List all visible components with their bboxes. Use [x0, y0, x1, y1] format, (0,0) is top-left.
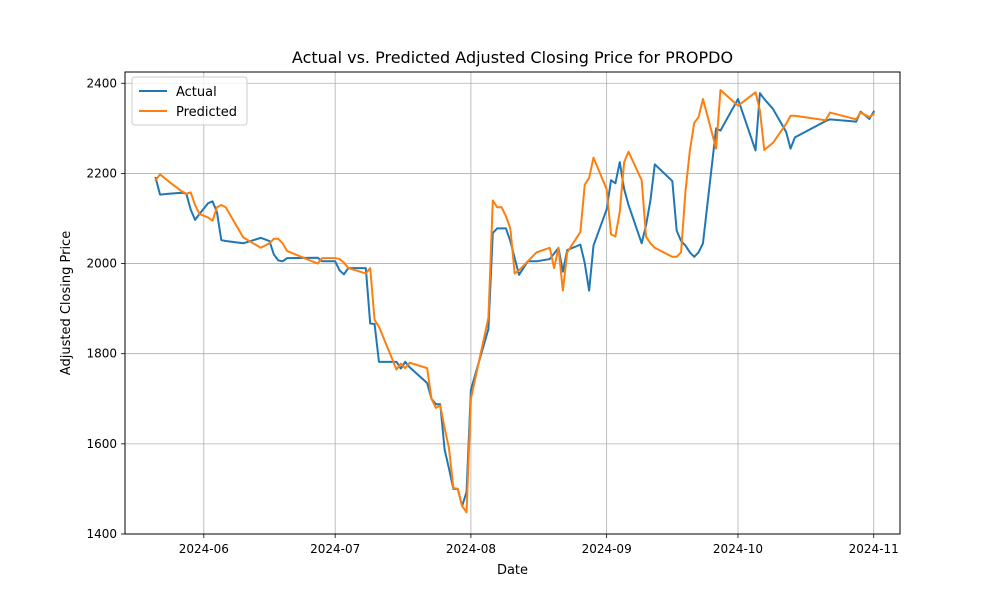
series-lines	[154, 89, 876, 514]
plot-area-frame	[124, 71, 901, 535]
legend-box	[131, 76, 248, 126]
y-tick-label: 2400	[86, 76, 117, 90]
legend-label-actual: Actual	[176, 85, 217, 100]
y-tick-label: 1800	[86, 347, 117, 361]
series-line-predicted	[154, 89, 876, 514]
x-axis-label: Date	[497, 563, 528, 578]
y-axis-ticks: 1400 1600 1800 2000 2200 2400	[86, 76, 125, 541]
x-tick-label: 2024-09	[582, 542, 632, 556]
y-tick-label: 1400	[86, 527, 117, 541]
x-tick-label: 2024-10	[713, 542, 763, 556]
grid-lines	[125, 72, 900, 535]
x-tick-label: 2024-06	[179, 542, 229, 556]
y-axis-label: Adjusted Closing Price	[59, 231, 74, 375]
legend-label-predicted: Predicted	[176, 105, 237, 120]
x-tick-label: 2024-11	[849, 542, 899, 556]
x-tick-label: 2024-07	[310, 542, 360, 556]
legend: Actual Predicted	[131, 76, 248, 126]
y-tick-label: 2000	[86, 257, 117, 271]
chart-title: Actual vs. Predicted Adjusted Closing Pr…	[292, 48, 733, 67]
x-tick-label: 2024-08	[446, 542, 496, 556]
x-axis-ticks: 2024-06 2024-07 2024-08 2024-09 2024-10 2024-…	[179, 534, 899, 556]
y-tick-label: 2200	[86, 166, 117, 180]
y-tick-label: 1600	[86, 437, 117, 451]
series-line-actual	[154, 92, 876, 508]
